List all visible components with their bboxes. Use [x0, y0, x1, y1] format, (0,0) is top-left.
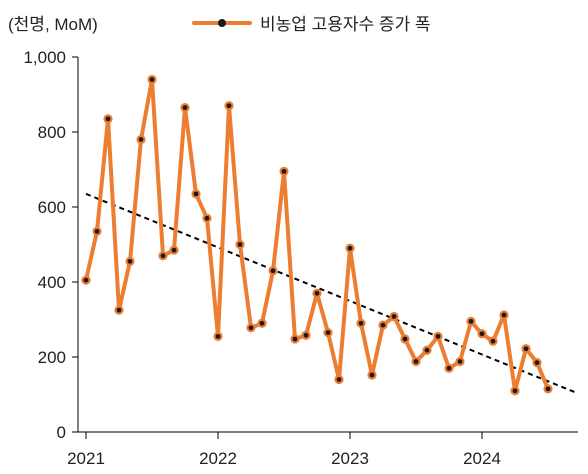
x-tick-label: 2024 [463, 449, 501, 468]
data-point [468, 318, 474, 324]
y-tick-label: 200 [38, 348, 66, 367]
markers-group [81, 74, 553, 396]
data-point [160, 253, 166, 259]
data-point [380, 322, 386, 328]
data-point [391, 314, 397, 319]
data-point [292, 336, 298, 342]
data-point [435, 333, 441, 339]
data-point [347, 245, 353, 251]
y-tick-label: 800 [38, 123, 66, 142]
data-point [127, 258, 133, 264]
data-point [325, 330, 331, 336]
data-point [215, 333, 221, 339]
data-point [314, 290, 320, 296]
data-point [534, 360, 540, 366]
data-point [94, 228, 100, 234]
axes [72, 56, 578, 439]
legend-label: 비농업 고용자수 증가 폭 [260, 15, 431, 34]
data-point [83, 277, 89, 283]
y-axis-unit-label: (천명, MoM) [8, 15, 98, 34]
data-point [149, 77, 155, 82]
data-point [479, 331, 485, 337]
data-point [116, 307, 122, 313]
x-tick-label: 2021 [67, 449, 105, 468]
x-tick-label: 2022 [199, 449, 237, 468]
data-point [523, 346, 529, 352]
legend-marker [218, 18, 226, 27]
y-tick-label: 600 [38, 198, 66, 217]
data-point [105, 116, 111, 122]
data-point [424, 347, 430, 353]
y-tick-label: 0 [57, 423, 66, 442]
data-point [259, 320, 265, 326]
data-point [501, 312, 507, 318]
data-point [490, 338, 496, 344]
data-point [512, 388, 518, 394]
data-point [369, 372, 375, 378]
y-tick-label: 400 [38, 273, 66, 292]
tick-labels-group: 0 200 400 600 800 1,000 2021 2022 2023 2024 [23, 48, 500, 468]
data-point [237, 242, 243, 247]
legend-swatch [192, 14, 252, 32]
data-point [226, 103, 232, 109]
data-point [193, 191, 199, 197]
data-point [336, 377, 342, 382]
data-point [402, 336, 408, 342]
data-point [204, 215, 210, 221]
data-point [138, 137, 144, 142]
data-point [171, 247, 177, 253]
trendline-group [85, 192, 577, 394]
data-point [281, 168, 287, 174]
data-point [248, 325, 254, 331]
data-point [457, 359, 463, 364]
series-line [84, 77, 550, 393]
data-point [303, 332, 309, 338]
data-point [413, 359, 419, 364]
data-point [270, 268, 276, 274]
data-point [446, 365, 452, 371]
legend: 비농업 고용자수 증가 폭 [192, 10, 431, 35]
series-group [84, 77, 550, 393]
data-point [358, 320, 364, 326]
y-tick-label: 1,000 [23, 48, 66, 67]
data-point [545, 386, 551, 392]
data-point [182, 105, 188, 111]
x-tick-label: 2023 [331, 449, 369, 468]
trendline [85, 192, 577, 394]
